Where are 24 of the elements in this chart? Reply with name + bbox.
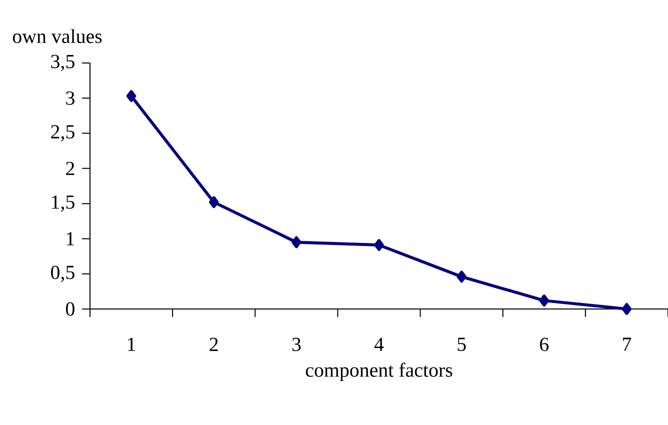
y-tick-label: 3,5 (51, 54, 74, 72)
x-tick-label: 7 (623, 338, 632, 351)
y-tick-label: 2,5 (51, 125, 74, 142)
point (622, 303, 632, 315)
x-axis-title: component factors (306, 362, 452, 381)
x-tick-label: 5 (458, 338, 466, 351)
point (374, 239, 384, 252)
x-tick-label: 4 (374, 338, 384, 351)
point (539, 294, 549, 307)
point (292, 236, 302, 248)
y-axis-title: own values (12, 29, 102, 44)
point (126, 90, 136, 102)
y-tick-label: 0 (66, 302, 74, 316)
y-tick-label: 0,5 (51, 266, 74, 282)
y-tick-label: 3 (66, 91, 74, 105)
y-tick-label: 1 (66, 232, 74, 246)
x-tick-label: 2 (210, 338, 218, 351)
point (209, 196, 219, 208)
x-tick-label: 3 (292, 338, 301, 352)
y-tick-label: 1,5 (52, 195, 74, 212)
point (456, 270, 466, 283)
x-tick-label: 6 (540, 338, 549, 352)
y-tick-label: 2 (66, 162, 74, 176)
x-tick-label: 1 (128, 338, 136, 351)
